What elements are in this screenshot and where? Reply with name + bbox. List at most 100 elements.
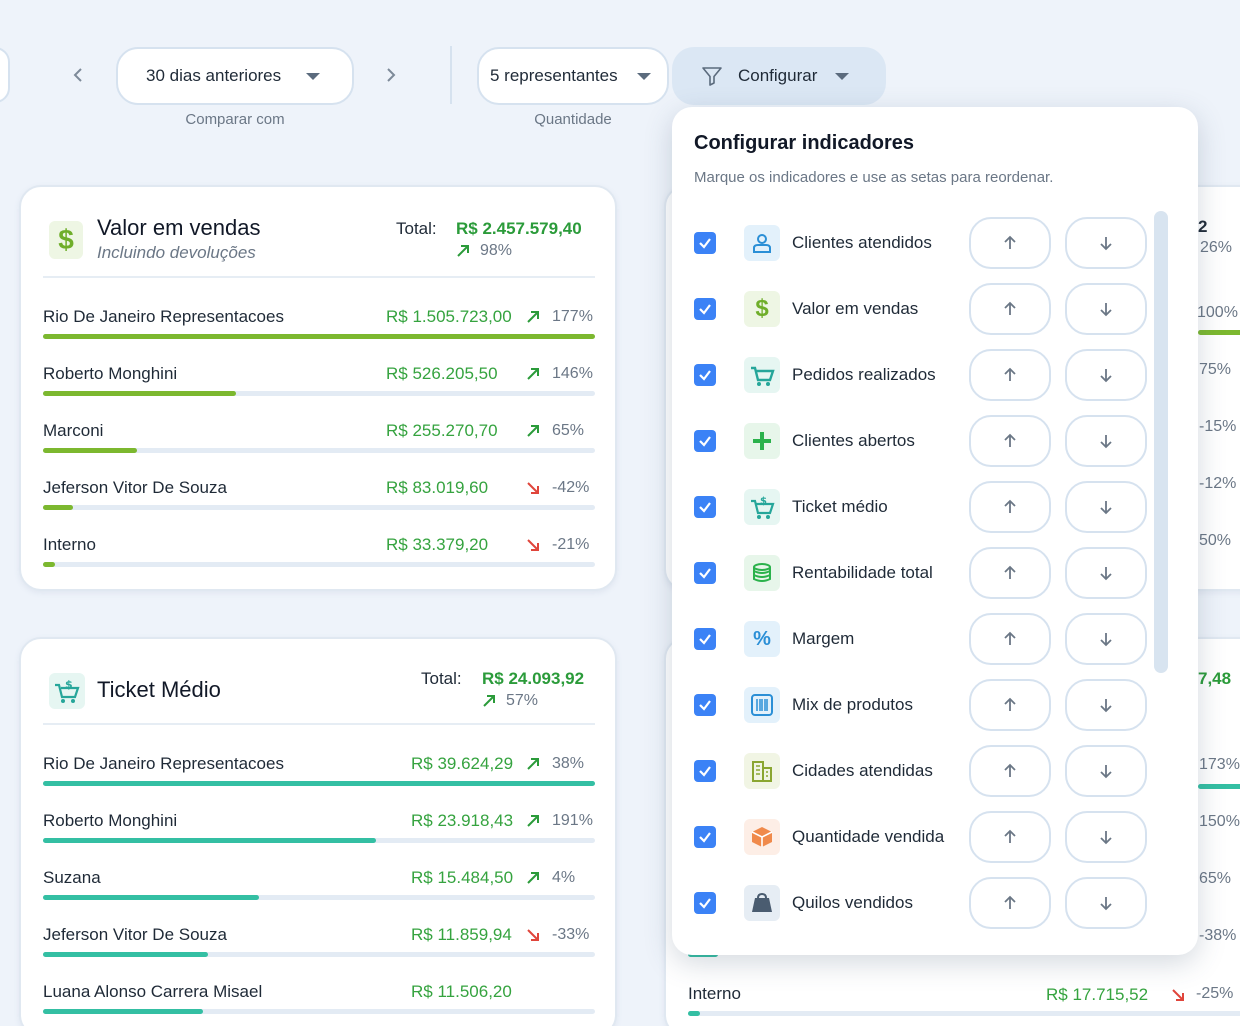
total-label: Total: — [421, 669, 462, 688]
indicator-checkbox[interactable] — [694, 628, 716, 650]
compare-select[interactable]: 30 dias anteriores — [116, 47, 354, 105]
move-up-button[interactable] — [969, 811, 1051, 863]
quantity-label: Quantidade — [534, 111, 612, 128]
configure-button[interactable]: Configurar — [672, 47, 886, 105]
trend-down-icon — [527, 539, 539, 551]
row-bar — [43, 448, 137, 453]
row-pct: 4% — [552, 869, 576, 886]
move-up-button[interactable] — [969, 745, 1051, 797]
trend-down-icon — [527, 482, 539, 494]
barcode-icon — [744, 687, 780, 723]
next-period-button[interactable] — [376, 60, 406, 90]
svg-text:$: $ — [760, 496, 767, 507]
move-down-button[interactable] — [1065, 481, 1147, 533]
svg-text:$: $ — [65, 678, 73, 691]
move-up-button[interactable] — [969, 481, 1051, 533]
indicator-checkbox[interactable] — [694, 430, 716, 452]
row-track — [688, 1011, 1240, 1016]
move-down-button[interactable] — [1065, 217, 1147, 269]
move-up-button[interactable] — [969, 283, 1051, 335]
quantity-select[interactable]: 5 representantes — [477, 47, 669, 105]
row-pct: -42% — [552, 479, 590, 496]
arrow-down-icon — [1100, 897, 1112, 911]
row-bar — [43, 334, 595, 339]
arrow-down-icon — [1100, 765, 1112, 779]
cart-dollar-icon: $ — [49, 673, 85, 709]
row-name: Rio De Janeiro Representacoes — [43, 754, 284, 773]
indicator-checkbox[interactable] — [694, 694, 716, 716]
caret-down-icon — [835, 72, 850, 80]
row-pct: -12% — [1199, 475, 1237, 492]
row-name: Marconi — [43, 421, 104, 440]
indicator-label: Ticket médio — [792, 497, 888, 516]
row-track — [43, 505, 595, 510]
row-pct: -33% — [552, 926, 590, 943]
previous-filter-pill[interactable] — [0, 47, 10, 103]
total-value: 7,48 — [1198, 669, 1232, 688]
row-pct: 177% — [552, 308, 593, 325]
arrow-up-icon — [1004, 301, 1016, 315]
move-down-button[interactable] — [1065, 877, 1147, 929]
arrow-up-icon — [1004, 367, 1016, 381]
move-down-button[interactable] — [1065, 547, 1147, 599]
row-track — [43, 334, 595, 339]
row-bar — [43, 1009, 204, 1014]
arrow-down-icon — [1100, 501, 1112, 515]
indicator-checkbox[interactable] — [694, 892, 716, 914]
card-title: Valor em vendas — [97, 215, 261, 240]
move-down-button[interactable] — [1065, 745, 1147, 797]
move-up-button[interactable] — [969, 877, 1051, 929]
arrow-down-icon — [1100, 435, 1112, 449]
popup-scrollbar[interactable] — [1154, 211, 1168, 673]
person-icon — [744, 225, 780, 261]
trend-up-icon — [527, 368, 539, 380]
configure-button-label: Configurar — [738, 66, 818, 85]
row-pct: 191% — [552, 812, 593, 829]
arrow-down-icon — [1100, 567, 1112, 581]
compare-label: Comparar com — [185, 111, 285, 128]
indicator-checkbox[interactable] — [694, 298, 716, 320]
trend-up-icon — [527, 872, 539, 884]
check-icon — [699, 766, 711, 777]
row-track — [43, 952, 595, 957]
move-up-button[interactable] — [969, 217, 1051, 269]
trend-up-icon — [483, 695, 495, 707]
move-up-button[interactable] — [969, 415, 1051, 467]
move-down-button[interactable] — [1065, 283, 1147, 335]
check-icon — [699, 634, 711, 645]
prev-period-button[interactable] — [63, 60, 93, 90]
dollar-icon: $ — [49, 221, 83, 259]
row-bar — [1198, 784, 1240, 789]
sales-value-card: $ Valor em vendas Incluindo devoluções T… — [19, 185, 617, 591]
move-up-button[interactable] — [969, 547, 1051, 599]
trend-down-icon — [1172, 989, 1184, 1001]
row-name: Interno — [43, 535, 96, 554]
indicator-checkbox[interactable] — [694, 562, 716, 584]
indicator-checkbox[interactable] — [694, 826, 716, 848]
indicator-checkbox[interactable] — [694, 760, 716, 782]
row-bar — [43, 505, 74, 510]
move-down-button[interactable] — [1065, 349, 1147, 401]
row-value: R$ 83.019,60 — [386, 478, 489, 497]
arrow-down-icon — [1100, 303, 1112, 317]
row-value: R$ 15.484,50 — [411, 868, 514, 887]
total-pct: 57% — [506, 692, 539, 709]
arrow-up-icon — [1004, 697, 1016, 711]
move-down-button[interactable] — [1065, 613, 1147, 665]
indicator-checkbox[interactable] — [694, 496, 716, 518]
total-change: 57% — [482, 692, 538, 710]
move-down-button[interactable] — [1065, 811, 1147, 863]
card-title: Ticket Médio — [97, 677, 221, 702]
toolbar-divider — [450, 46, 452, 104]
filter-icon — [702, 67, 722, 86]
indicator-checkbox[interactable] — [694, 232, 716, 254]
move-up-button[interactable] — [969, 679, 1051, 731]
indicator-checkbox[interactable] — [694, 364, 716, 386]
move-down-button[interactable] — [1065, 415, 1147, 467]
row-pct: -38% — [1199, 927, 1237, 944]
move-up-button[interactable] — [969, 349, 1051, 401]
total-value: R$ 24.093,92 — [482, 669, 585, 688]
move-up-button[interactable] — [969, 613, 1051, 665]
row-track — [43, 391, 595, 396]
move-down-button[interactable] — [1065, 679, 1147, 731]
